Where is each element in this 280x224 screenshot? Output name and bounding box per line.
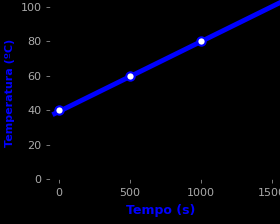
Y-axis label: Temperatura (ºC): Temperatura (ºC): [5, 39, 15, 147]
X-axis label: Tempo (s): Tempo (s): [126, 204, 196, 217]
